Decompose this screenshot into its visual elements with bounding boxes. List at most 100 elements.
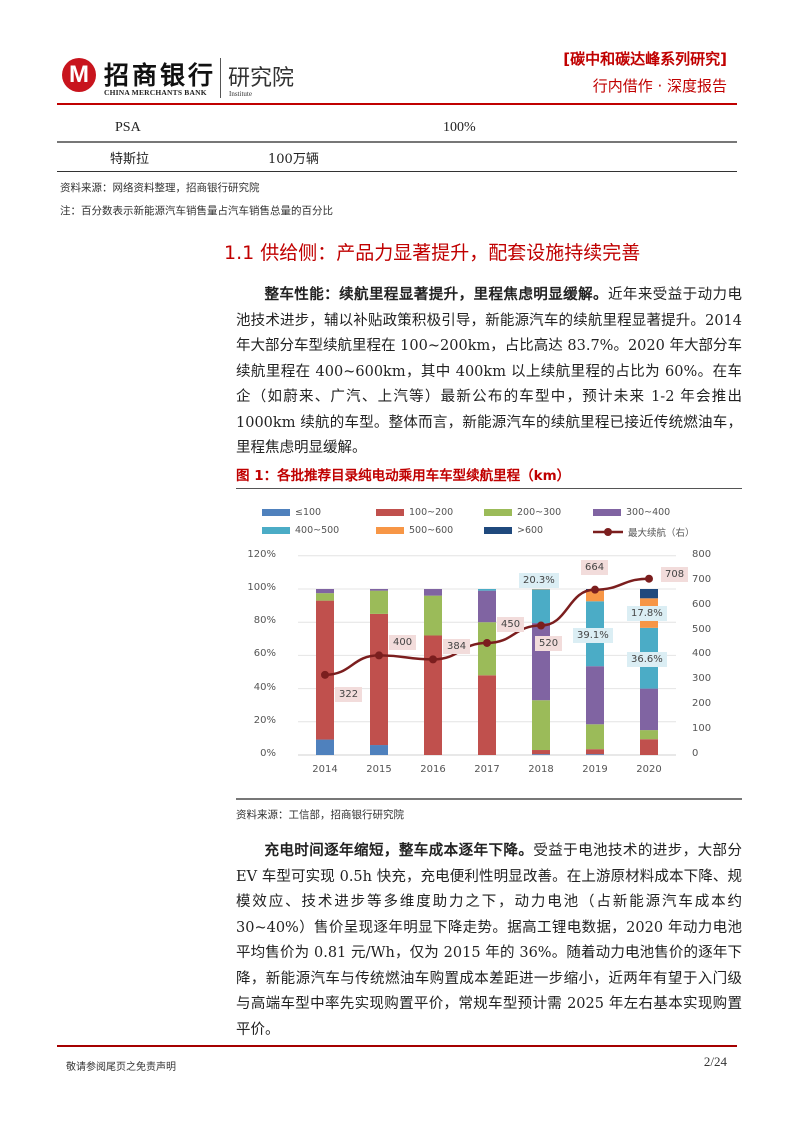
line-marker xyxy=(483,638,491,647)
y-axis-left-tick: 20% xyxy=(253,714,276,726)
line-marker xyxy=(537,621,545,630)
bar-segment xyxy=(586,724,604,750)
institute-name-en: Institute xyxy=(229,90,252,98)
line-value-label: 322 xyxy=(335,686,363,702)
table-cell-share: 100% xyxy=(443,120,476,135)
legend-item: 400~500 xyxy=(262,525,339,536)
line-marker xyxy=(375,651,383,660)
legend-label: >600 xyxy=(517,525,544,536)
section-title: 1.1 供给侧：产品力显著提升，配套设施持续完善 xyxy=(224,242,641,264)
bar-segment xyxy=(424,635,442,755)
y-axis-right-tick: 500 xyxy=(692,623,712,635)
x-axis-tick: 2014 xyxy=(312,764,338,775)
figure-source: 资料来源：工信部，招商银行研究院 xyxy=(236,809,404,821)
figure-bottom-rule xyxy=(236,798,742,800)
bar-segment xyxy=(640,589,658,599)
paragraph-range: 整车性能：续航里程显著提升，里程焦虑明显缓解。近年来受益于动力电池技术进步，辅以… xyxy=(236,283,742,462)
bar-segment xyxy=(370,613,388,746)
legend-label: ≤100 xyxy=(295,507,322,518)
institute-name-cn: 研究院 xyxy=(228,66,295,91)
y-axis-right-tick: 200 xyxy=(692,698,712,710)
table-cell-company: 特斯拉 xyxy=(110,152,150,167)
bar-segment xyxy=(640,739,658,755)
paragraph-cost: 充电时间逐年缩短，整车成本逐年下降。受益于电池技术的进步，大部分 EV 车型可实… xyxy=(236,839,742,1043)
figure-title: 图 1：各批推荐目录纯电动乘用车车型续航里程（km） xyxy=(236,468,571,484)
bank-logo-icon xyxy=(62,58,96,92)
table-note: 注：百分数表示新能源汽车销售量占汽车销售总量的百分比 xyxy=(60,205,333,217)
y-axis-left-tick: 0% xyxy=(260,748,276,759)
line-marker xyxy=(591,585,599,594)
bar-segment xyxy=(370,745,388,755)
range-stacked-bar-chart: ≤100 100~200 200~300 300~400 400~500 500~600 >… xyxy=(236,495,742,795)
legend-swatch-icon xyxy=(593,509,621,516)
y-axis-left-tick: 100% xyxy=(247,582,276,593)
bar-segment xyxy=(586,666,604,725)
table-bottom-rule xyxy=(57,171,737,172)
bar-segment xyxy=(316,589,334,594)
line-marker xyxy=(429,655,437,664)
line-value-label: 400 xyxy=(389,635,417,651)
bar-segment xyxy=(586,754,604,755)
table-cell-target: 100万辆 xyxy=(268,152,319,167)
y-axis-right-tick: 100 xyxy=(692,723,712,735)
legend-swatch-icon xyxy=(484,527,512,534)
legend-item: ≤100 xyxy=(262,507,321,518)
bar-segment xyxy=(532,589,550,624)
legend-swatch-icon xyxy=(376,509,404,516)
bar-segment xyxy=(316,739,334,755)
y-axis-right-tick: 0 xyxy=(692,748,699,759)
page-number: 2/24 xyxy=(703,1054,727,1069)
legend-label: 100~200 xyxy=(409,507,454,518)
bar-segment xyxy=(424,589,442,596)
bar-segment xyxy=(478,675,496,755)
paragraph-lead: 充电时间逐年缩短，整车成本逐年下降。 xyxy=(264,843,534,859)
footer-rule xyxy=(57,1045,737,1047)
x-axis-tick: 2019 xyxy=(582,764,608,775)
y-axis-left-tick: 80% xyxy=(253,615,276,627)
chart-plot xyxy=(298,555,676,756)
legend-swatch-icon xyxy=(262,509,290,516)
legend-label: 400~500 xyxy=(295,525,340,536)
document-type: 行内借作 · 深度报告 xyxy=(592,77,727,95)
legend-line-icon xyxy=(593,528,623,536)
bar-percent-label: 17.8% xyxy=(627,606,667,621)
y-axis-right-tick: 600 xyxy=(692,598,712,610)
paragraph-body: 受益于电池技术的进步，大部分 EV 车型可实现 0.5h 快充，充电便利性明显改… xyxy=(236,843,742,1038)
paragraph-lead: 整车性能：续航里程显著提升，里程焦虑明显缓解。 xyxy=(264,287,608,303)
line-marker xyxy=(321,670,329,679)
bar-segment xyxy=(532,754,550,755)
logo-divider xyxy=(220,58,221,98)
bar-segment xyxy=(370,590,388,614)
bar-segment xyxy=(316,600,334,740)
bar-percent-label: 36.6% xyxy=(627,652,667,667)
legend-swatch-icon xyxy=(484,509,512,516)
table-cell-company: PSA xyxy=(115,120,141,135)
bar-segment xyxy=(640,688,658,731)
x-axis-tick: 2018 xyxy=(528,764,554,775)
line-value-label: 450 xyxy=(497,616,525,632)
y-axis-left-tick: 120% xyxy=(247,548,276,560)
bar-segment xyxy=(586,749,604,755)
bar-percent-label: 20.3% xyxy=(519,573,559,588)
line-value-label: 664 xyxy=(581,559,609,575)
table-source: 资料来源：网络资料整理，招商银行研究院 xyxy=(60,182,260,194)
legend-swatch-icon xyxy=(376,527,404,534)
line-value-label: 384 xyxy=(443,639,471,655)
bar-segment xyxy=(640,730,658,740)
x-axis-tick: 2016 xyxy=(420,764,446,775)
bar-segment xyxy=(424,595,442,636)
x-axis-tick: 2020 xyxy=(636,764,662,775)
y-axis-right-tick: 400 xyxy=(692,648,712,660)
legend-swatch-icon xyxy=(262,527,290,534)
legend-label: 500~600 xyxy=(409,525,454,536)
x-axis-tick: 2017 xyxy=(474,764,500,775)
bar-segment xyxy=(478,590,496,623)
line-value-label: 708 xyxy=(661,566,689,582)
line-marker xyxy=(645,574,653,583)
figure-top-rule xyxy=(236,488,742,489)
header-rule xyxy=(57,103,737,105)
legend-item: 300~400 xyxy=(593,507,670,518)
bar-segment xyxy=(586,590,604,602)
paragraph-body: 近年来受益于动力电池技术进步，辅以补贴政策积极引导，新能源汽车的续航里程显著提升… xyxy=(236,287,742,456)
legend-item: >600 xyxy=(484,525,543,536)
